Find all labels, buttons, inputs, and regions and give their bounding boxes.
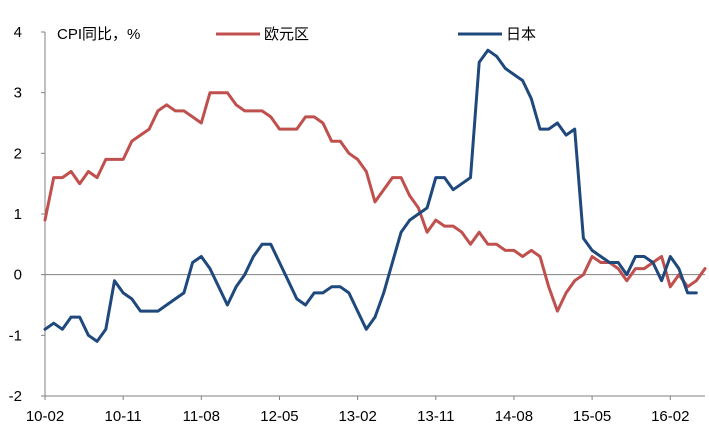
y-tick-label: -1 bbox=[9, 327, 22, 344]
axes: 4 3 2 1 0 -1 -210-02 10-11 11-08 12-05 13-02 13-11 1… bbox=[9, 24, 705, 425]
legend-label: 欧元区 bbox=[264, 26, 309, 43]
y-tick-label: -2 bbox=[9, 388, 22, 405]
series-line-japan bbox=[43, 48, 698, 343]
x-tick-label: 14-08 bbox=[495, 408, 533, 425]
legend-label: 日本 bbox=[506, 26, 536, 43]
legend: 欧元区 日本 bbox=[216, 26, 536, 43]
x-tick-label: 10-11 bbox=[105, 408, 142, 425]
y-tick-label: 3 bbox=[14, 85, 22, 102]
x-tick-label: 15-05 bbox=[573, 408, 611, 425]
chart-title: CPI同比，% bbox=[57, 26, 140, 43]
y-tick-label: 0 bbox=[14, 267, 22, 284]
x-tick-label: 13-02 bbox=[338, 408, 376, 425]
y-tick-label: 2 bbox=[14, 145, 22, 162]
y-tick-label: 4 bbox=[14, 24, 22, 41]
x-tick-label: 10-02 bbox=[26, 408, 64, 425]
x-tick-label: 13-11 bbox=[417, 408, 454, 425]
x-tick-label: 16-02 bbox=[651, 408, 689, 425]
series-group bbox=[43, 48, 707, 343]
series-line-eurozone bbox=[43, 91, 707, 313]
labels: CPI同比，% bbox=[57, 26, 140, 43]
x-tick-label: 12-05 bbox=[260, 408, 298, 425]
x-tick-label: 11-08 bbox=[183, 408, 220, 425]
y-tick-label: 1 bbox=[14, 206, 22, 223]
